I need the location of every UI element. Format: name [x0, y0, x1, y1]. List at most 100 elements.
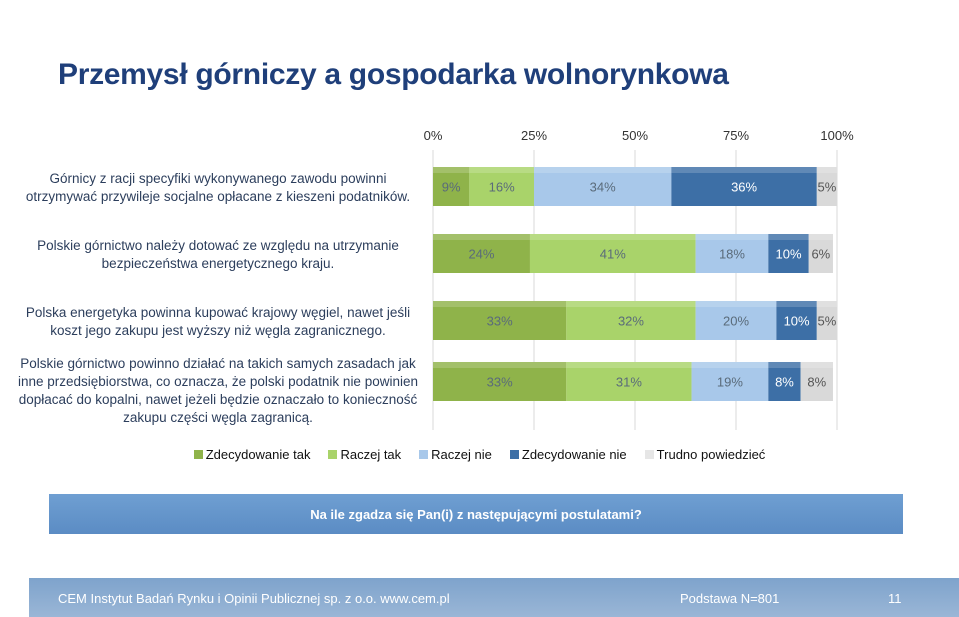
x-tick-label: 0% — [424, 128, 443, 143]
bar-segment — [534, 167, 672, 206]
bar-segment — [433, 234, 530, 273]
footer-organization: CEM Instytut Badań Rynku i Opinii Public… — [58, 591, 450, 606]
bar-highlight — [800, 362, 833, 368]
bar-highlight — [691, 362, 769, 368]
bar-highlight — [816, 301, 837, 307]
bar-data-label: 10% — [776, 247, 802, 262]
row-label-line: Polskie górnictwo należy dotować ze wzgl… — [37, 238, 399, 253]
page-number: 11 — [888, 591, 902, 606]
bar-highlight — [695, 301, 777, 307]
bar-segment — [816, 301, 837, 340]
bar-highlight — [808, 234, 833, 240]
bar-data-label: 6% — [811, 247, 830, 262]
bar-segment — [566, 301, 696, 340]
chart-legend: Zdecydowanie tak Raczej tak Raczej nie Z… — [0, 447, 959, 462]
bar-segment — [695, 234, 769, 273]
bar-highlight — [566, 362, 692, 368]
bar-highlight — [768, 234, 809, 240]
bar-data-label: 18% — [719, 247, 745, 262]
x-tick-label: 75% — [723, 128, 749, 143]
question-text: Na ile zgadza się Pan(i) z następującymi… — [310, 506, 642, 522]
stacked-bar-chart: 0% 25% 50% 75% 100% 9% 16% 34% 36% 5% 24% 41% 18% 10%… — [424, 128, 854, 430]
x-tick-label: 100% — [820, 128, 854, 143]
x-tick-label: 50% — [622, 128, 648, 143]
legend-swatch — [328, 450, 338, 459]
bar-data-label: 16% — [489, 180, 515, 195]
bar-segment — [433, 362, 567, 401]
bar-highlight — [776, 301, 817, 307]
bar-segment — [433, 167, 470, 206]
question-banner: Na ile zgadza się Pan(i) z następującymi… — [49, 494, 903, 534]
x-tick-label: 25% — [521, 128, 547, 143]
row-label-line: zakupu części węgla zagranicą. — [123, 410, 313, 425]
row-label-line: dopłacać do kopalni, nawet jeżeli będzie… — [18, 392, 418, 407]
bar-segment — [816, 167, 837, 206]
bar-highlight — [566, 301, 696, 307]
bar-segment — [433, 301, 567, 340]
bar-highlight — [433, 362, 567, 368]
bar-highlight — [433, 301, 567, 307]
bar-data-label: 20% — [723, 314, 749, 329]
bar-data-label: 10% — [784, 314, 810, 329]
legend-label: Raczej nie — [431, 447, 492, 462]
row-label-line: Górnicy z racji specyfiki wykonywanego z… — [49, 171, 387, 186]
legend-swatch — [644, 450, 654, 459]
bar-data-label: 8% — [807, 375, 826, 390]
bar-highlight — [768, 362, 801, 368]
bar-segment — [800, 362, 833, 401]
bar-segment — [808, 234, 833, 273]
row-label-1: Górnicy z racji specyfiki wykonywanego z… — [14, 170, 422, 206]
bar-data-label: 33% — [487, 375, 513, 390]
legend-swatch — [509, 450, 519, 459]
bar-segment — [691, 362, 769, 401]
legend-item-raczej-nie: Raczej nie — [419, 447, 492, 462]
row-label-2: Polskie górnictwo należy dotować ze wzgl… — [14, 237, 422, 273]
bar-segment — [776, 301, 817, 340]
bar-data-label: 36% — [731, 180, 757, 195]
row-label-line: Polska energetyka powinna kupować krajow… — [25, 305, 411, 320]
bar-segment — [768, 234, 809, 273]
legend-item-zdecydowanie-tak: Zdecydowanie tak — [193, 447, 311, 462]
bar-data-label: 33% — [487, 314, 513, 329]
row-label-4: Polskie górnictwo powinno działać na tak… — [14, 355, 422, 427]
row-label-line: otrzymywać przywileje socjalne opłacane … — [25, 189, 411, 204]
bar-highlight — [529, 234, 696, 240]
bar-highlight — [695, 234, 769, 240]
bar-segment — [768, 362, 801, 401]
bar-data-label: 9% — [442, 180, 461, 195]
bar-highlight — [433, 234, 530, 240]
bar-highlight — [469, 167, 534, 173]
page-title: Przemysł górniczy a gospodarka wolnorynk… — [58, 58, 729, 91]
legend-label: Zdecydowanie nie — [521, 447, 627, 462]
bar-segment — [695, 301, 777, 340]
bar-data-label: 32% — [618, 314, 644, 329]
bar-data-label: 8% — [775, 375, 794, 390]
footer-base: Podstawa N=801 — [680, 591, 780, 606]
bar-data-label: 19% — [717, 375, 743, 390]
bar-segment — [566, 362, 692, 401]
bar-data-label: 41% — [600, 247, 626, 262]
legend-item-zdecydowanie-nie: Zdecydowanie nie — [509, 447, 627, 462]
legend-swatch — [419, 450, 429, 459]
bar-data-label: 5% — [818, 314, 837, 329]
bar-highlight — [433, 167, 470, 173]
legend-swatch — [193, 450, 203, 459]
footer-bar: CEM Instytut Badań Rynku i Opinii Public… — [29, 578, 959, 617]
row-label-3: Polska energetyka powinna kupować krajow… — [14, 304, 422, 340]
bar-highlight — [671, 167, 817, 173]
legend-label: Trudno powiedzieć — [656, 447, 766, 462]
legend-item-trudno-powiedziec: Trudno powiedzieć — [644, 447, 766, 462]
bar-data-label: 34% — [590, 180, 616, 195]
bar-data-label: 31% — [616, 375, 642, 390]
row-label-line: bezpieczeństwa energetycznego kraju. — [101, 256, 335, 271]
legend-item-raczej-tak: Raczej tak — [328, 447, 401, 462]
legend-label: Zdecydowanie tak — [205, 447, 311, 462]
bar-highlight — [534, 167, 672, 173]
bar-segment — [469, 167, 534, 206]
bar-data-label: 24% — [468, 247, 494, 262]
legend-label: Raczej tak — [340, 447, 402, 462]
bar-highlight — [816, 167, 837, 173]
bar-data-label: 5% — [818, 180, 837, 195]
row-label-line: inne przedsiębiorstwa, co oznacza, że po… — [18, 374, 418, 389]
row-label-line: Polskie górnictwo powinno działać na tak… — [20, 356, 416, 371]
